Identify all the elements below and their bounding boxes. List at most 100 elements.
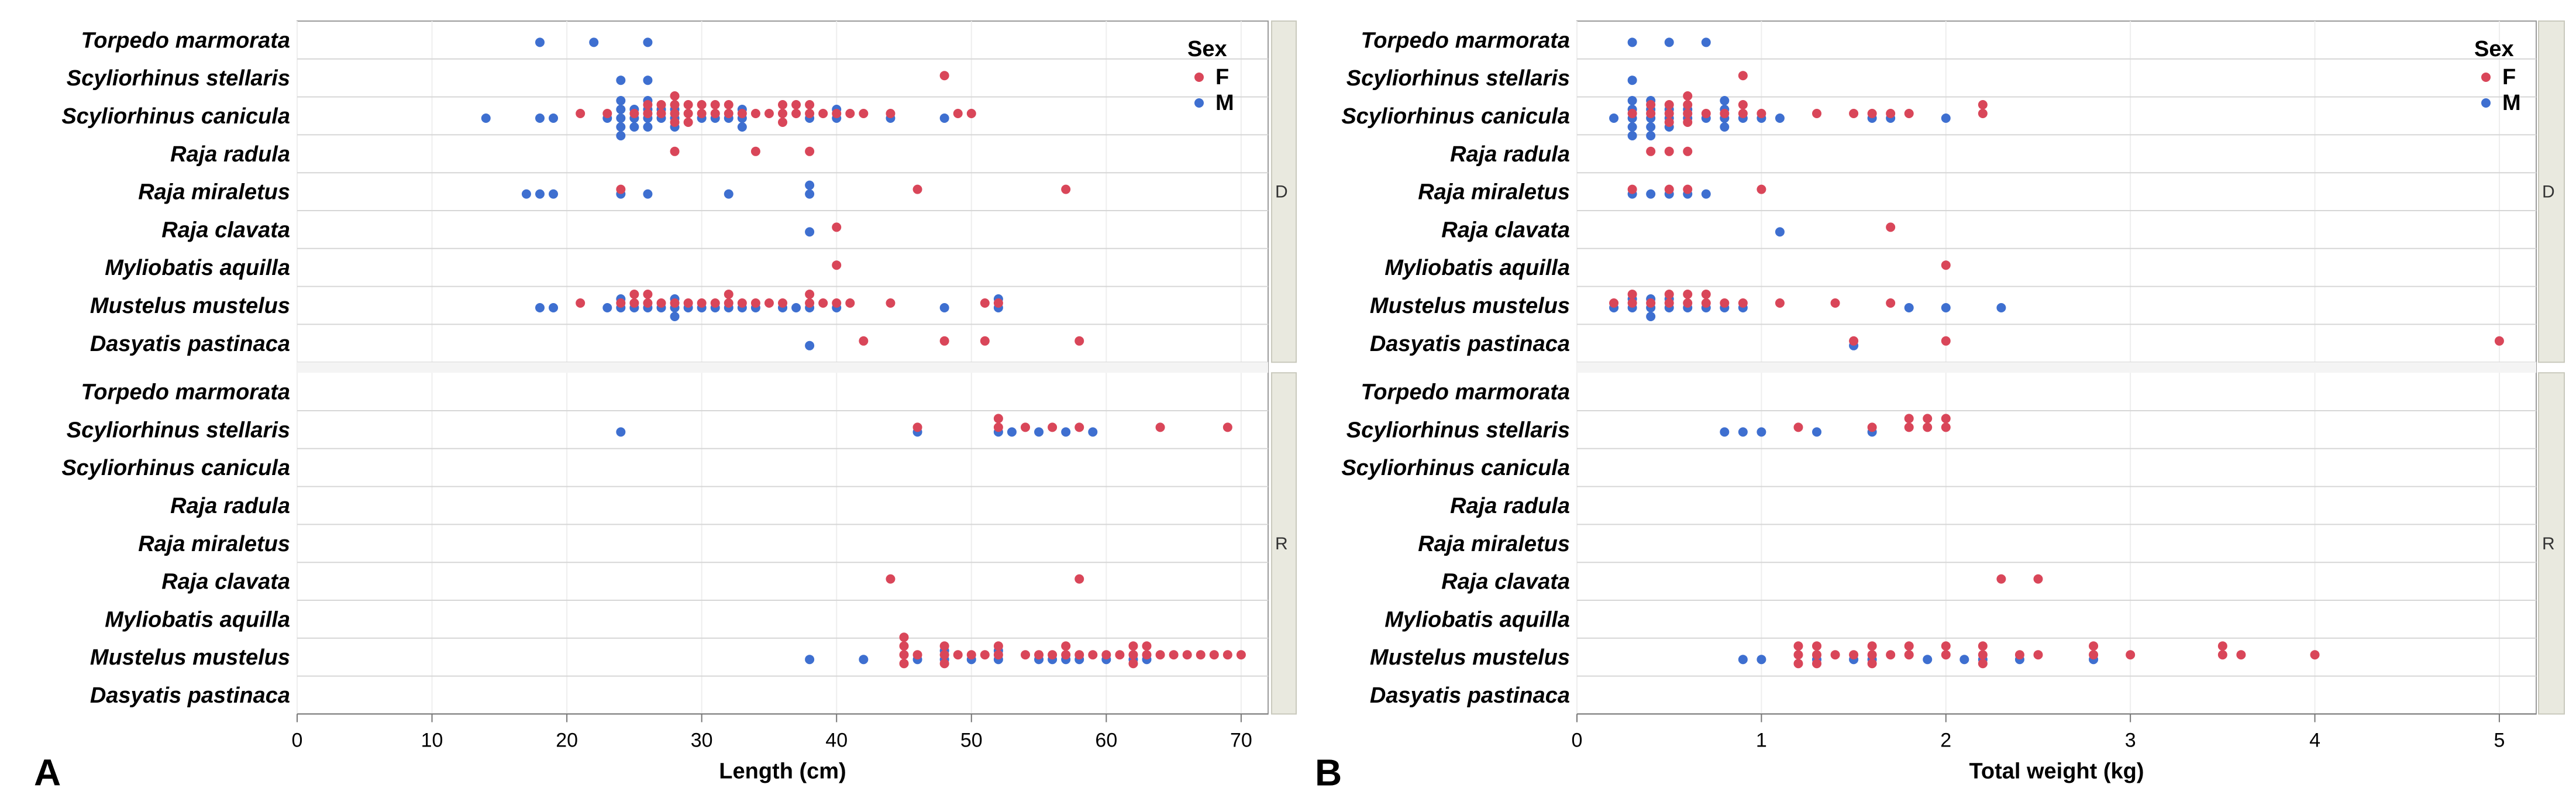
data-point-F (1941, 641, 1951, 651)
data-point-F (1142, 641, 1152, 651)
data-point-F (670, 109, 680, 118)
data-point-F (1609, 298, 1619, 308)
data-point-F (643, 100, 653, 109)
species-label: Myliobatis aquilla (1385, 607, 1570, 632)
data-point-M (589, 37, 599, 47)
data-point-M (1701, 189, 1711, 199)
data-point-M (521, 189, 531, 199)
species-label: Raja radula (170, 494, 290, 518)
species-label: Mustelus mustelus (90, 645, 290, 670)
data-point-F (1048, 422, 1058, 432)
data-point-F (737, 109, 747, 118)
data-point-M (1959, 655, 1969, 665)
data-point-F (1075, 574, 1084, 584)
data-point-F (2310, 650, 2320, 660)
species-label: Scyliorhinus canicula (61, 456, 290, 480)
data-point-F (1830, 298, 1840, 308)
data-point-F (764, 109, 774, 118)
data-point-F (724, 298, 733, 308)
data-point-F (939, 641, 949, 651)
data-point-F (1812, 659, 1821, 669)
legend-label-F: F (1215, 65, 1229, 90)
data-point-F (832, 260, 842, 270)
x-tick-label: 20 (556, 729, 578, 751)
data-point-F (1222, 650, 1232, 660)
species-label: Raja clavata (161, 218, 290, 242)
data-point-F (1627, 184, 1637, 194)
data-point-F (1849, 336, 1859, 346)
data-point-F (1793, 650, 1803, 660)
data-point-F (683, 118, 693, 127)
legend-title: Sex (1187, 37, 1227, 61)
data-point-F (670, 298, 680, 308)
data-point-F (1683, 184, 1693, 194)
species-label: Dasyatis pastinaca (1370, 683, 1570, 708)
data-point-M (805, 655, 815, 665)
data-point-F (629, 290, 639, 299)
data-point-F (1101, 650, 1111, 660)
data-point-M (1812, 427, 1821, 437)
data-point-M (1627, 96, 1637, 105)
data-point-F (953, 109, 963, 118)
data-point-M (616, 105, 626, 114)
data-point-M (791, 303, 801, 312)
data-point-M (1738, 655, 1748, 665)
data-point-F (1793, 641, 1803, 651)
data-point-F (1683, 100, 1693, 109)
data-point-M (1646, 312, 1656, 321)
data-point-M (616, 131, 626, 140)
data-point-F (805, 146, 815, 156)
data-point-F (899, 641, 909, 651)
data-point-F (1683, 118, 1693, 127)
data-point-F (576, 109, 586, 118)
x-axis-title: Length (cm) (719, 759, 846, 783)
data-point-F (2217, 641, 2227, 651)
data-point-M (616, 96, 626, 105)
data-point-F (1646, 298, 1656, 308)
legend-title: Sex (2474, 37, 2514, 61)
data-point-F (778, 298, 787, 308)
data-point-F (899, 650, 909, 660)
data-point-F (1701, 298, 1711, 308)
species-label: Torpedo marmorata (81, 28, 290, 53)
data-point-M (1609, 113, 1619, 123)
data-point-M (1007, 427, 1017, 437)
data-point-F (993, 641, 1003, 651)
panel-a: Torpedo marmorata Scyliorhinus stellaris S… (34, 20, 1297, 793)
data-point-F (778, 100, 787, 109)
species-label: Raja clavata (1441, 570, 1570, 594)
data-point-M (859, 655, 869, 665)
data-point-F (2089, 650, 2099, 660)
data-point-M (1061, 427, 1071, 437)
species-label: Scyliorhinus stellaris (67, 418, 290, 442)
data-point-F (1867, 422, 1877, 432)
data-point-F (2236, 650, 2246, 660)
group-label-D: D (1275, 183, 1288, 202)
data-point-F (859, 336, 869, 346)
data-point-F (670, 100, 680, 109)
data-point-F (629, 109, 639, 118)
species-label: Dasyatis pastinaca (90, 332, 290, 356)
legend-marker-F (1194, 73, 1204, 82)
species-label: Scyliorhinus canicula (61, 104, 290, 129)
legend-label-M: M (1215, 91, 1234, 115)
data-point-F (670, 91, 680, 101)
group-label-R: R (1275, 534, 1288, 553)
data-point-F (1075, 650, 1084, 660)
x-tick-label: 60 (1095, 729, 1117, 751)
data-point-M (1720, 122, 1730, 132)
data-point-M (805, 340, 815, 350)
data-point-F (939, 650, 949, 660)
data-point-M (643, 37, 653, 47)
data-point-M (1941, 113, 1951, 123)
data-point-M (1627, 131, 1637, 140)
data-point-F (724, 100, 733, 109)
data-point-F (1738, 298, 1748, 308)
data-point-F (1886, 650, 1896, 660)
data-point-F (1757, 109, 1766, 118)
data-point-F (1886, 109, 1896, 118)
data-point-F (912, 650, 922, 660)
data-point-F (980, 336, 990, 346)
data-point-F (1812, 641, 1821, 651)
